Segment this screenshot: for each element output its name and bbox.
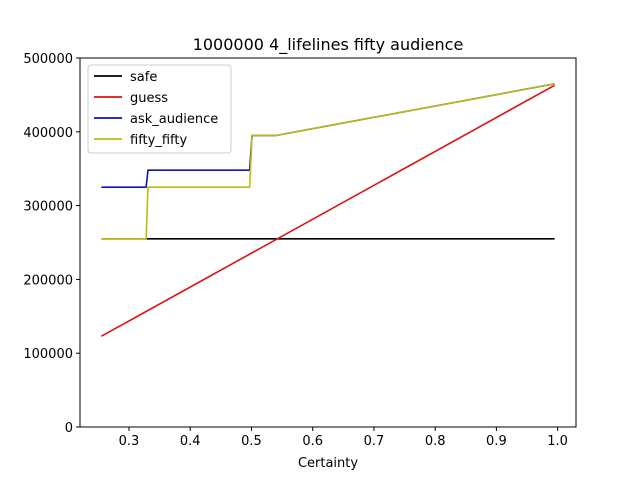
y-tick-label: 0 xyxy=(65,421,73,436)
x-tick-label: 0.4 xyxy=(180,434,201,449)
legend-box xyxy=(87,64,232,154)
y-tick-label: 400000 xyxy=(23,126,73,141)
y-tick-label: 100000 xyxy=(23,347,73,362)
series-line-guess xyxy=(101,84,555,337)
x-axis: 0.3 0.4 0.5 0.6 0.7 0.8 0.9 1.0 xyxy=(119,427,568,449)
legend-label: ask_audience xyxy=(130,112,218,127)
y-tick-label: 200000 xyxy=(23,273,73,288)
plot-area xyxy=(101,83,555,337)
chart-title: 1000000 4_lifelines fifty audience xyxy=(193,35,464,55)
legend-label: safe xyxy=(130,70,157,85)
x-tick-label: 1.0 xyxy=(547,434,568,449)
legend-label: guess xyxy=(130,91,168,106)
plot-frame xyxy=(79,57,577,428)
series-line-fifty-fifty xyxy=(101,83,555,240)
x-tick-label: 0.7 xyxy=(364,434,385,449)
y-tick-label: 300000 xyxy=(23,200,73,215)
legend-label: fifty_fifty xyxy=(130,133,187,148)
x-tick-label: 0.8 xyxy=(425,434,446,449)
x-tick-label: 0.6 xyxy=(302,434,323,449)
x-tick-label: 0.3 xyxy=(119,434,140,449)
x-tick-label: 0.9 xyxy=(486,434,507,449)
legend: safe guess ask_audience fifty_fifty xyxy=(87,64,232,154)
x-axis-label: Certainty xyxy=(298,456,358,471)
y-tick-label: 500000 xyxy=(23,52,73,67)
x-tick-label: 0.5 xyxy=(241,434,262,449)
y-axis: 0 100000 200000 300000 400000 500000 xyxy=(23,52,80,436)
